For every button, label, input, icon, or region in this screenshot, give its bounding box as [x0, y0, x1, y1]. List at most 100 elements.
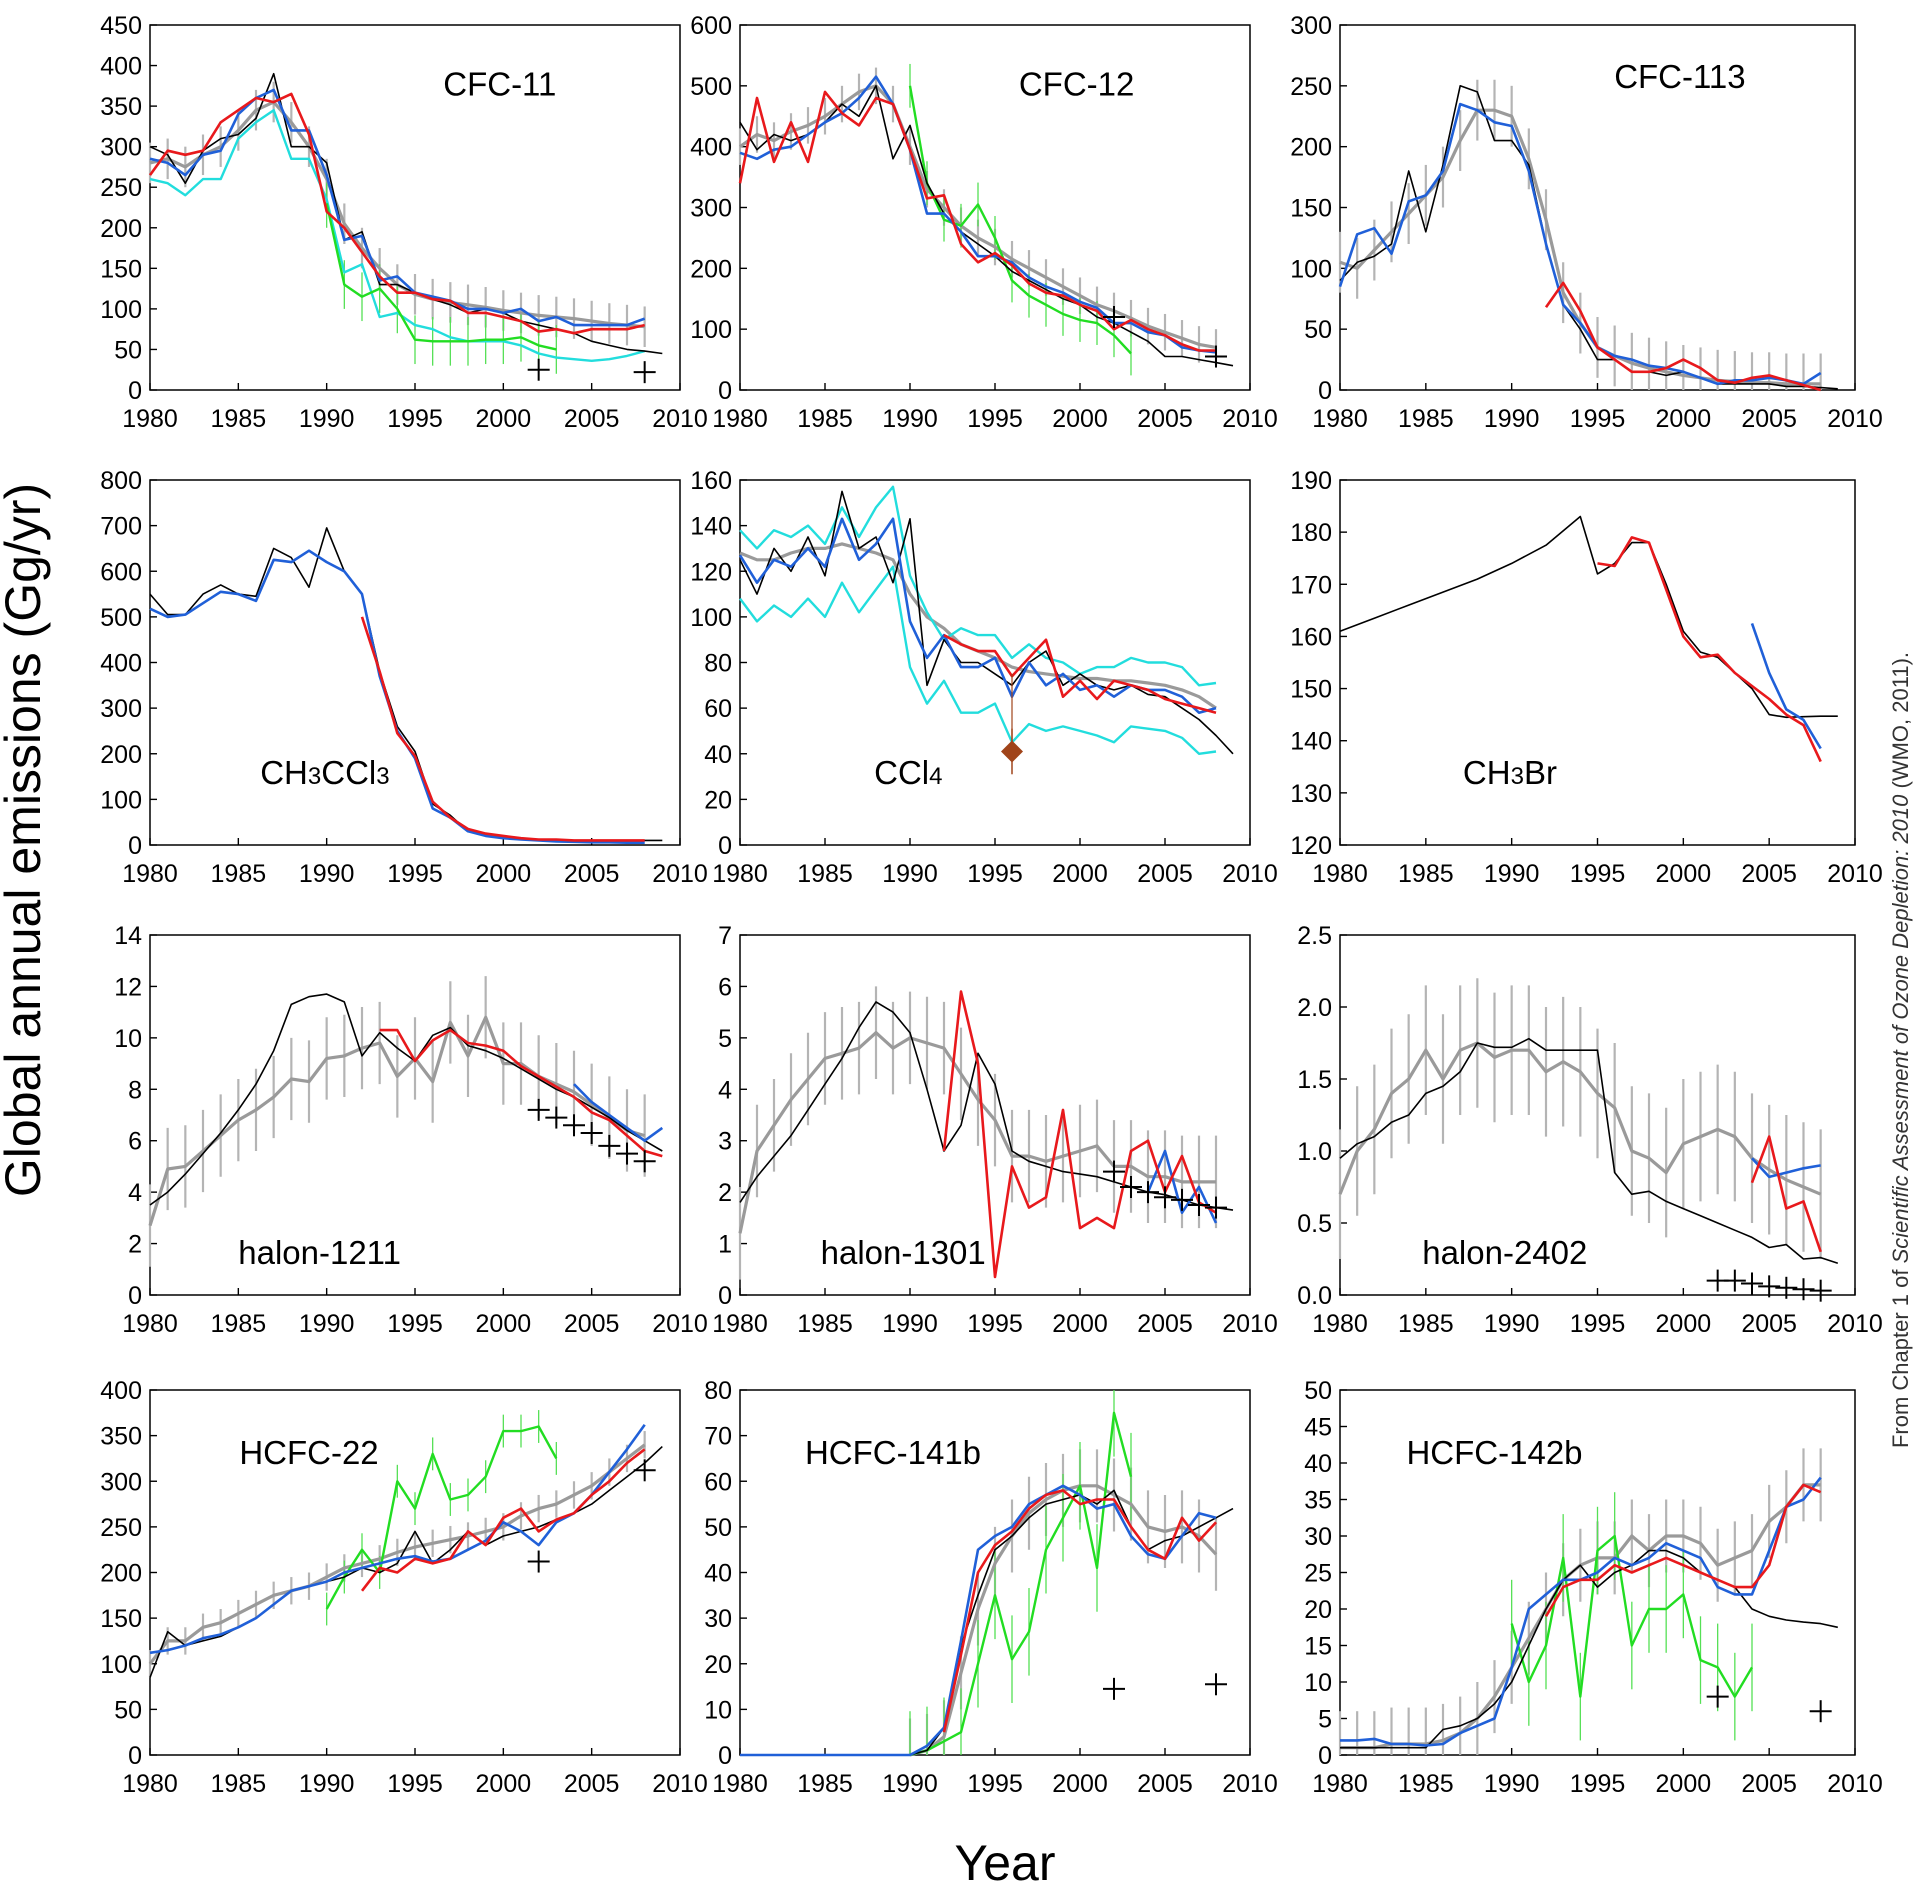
- cross-marker: [633, 1150, 656, 1173]
- cross-marker: [1188, 1194, 1210, 1216]
- x-tick-label: 1995: [967, 860, 1023, 888]
- x-tick-label: 2010: [1827, 860, 1883, 888]
- cross-marker: [1775, 1276, 1798, 1299]
- y-tick-label: 45: [1304, 1414, 1332, 1442]
- cross-marker: [1171, 1188, 1193, 1211]
- y-tick-label: 150: [1290, 195, 1332, 223]
- y-tick-label: 0: [718, 377, 732, 405]
- x-tick-label: 2005: [564, 1310, 620, 1338]
- y-tick-label: 12: [114, 973, 142, 1001]
- x-tick-label: 1980: [122, 1310, 178, 1338]
- y-tick-label: 30: [704, 1605, 732, 1633]
- y-tick-label: 170: [1290, 571, 1332, 599]
- x-tick-label: 1985: [1398, 1310, 1454, 1338]
- chart-title: HCFC-142b: [1406, 1434, 1582, 1471]
- x-tick-label: 1980: [122, 405, 178, 433]
- cross-marker: [1205, 1196, 1227, 1219]
- chart-panel-hcfc-141b: 0 10 20 30 40 50 60 70 80 1980 1985 1990 1995 2000 200…: [704, 1377, 1278, 1798]
- y-tick-label: 0: [1318, 1742, 1332, 1770]
- chart-title: HCFC-141b: [805, 1434, 981, 1471]
- y-tick-label: 60: [704, 695, 732, 723]
- y-tick-label: 50: [704, 1514, 732, 1542]
- chart-panel-halon-1211: 0 2 4 6 8 10 12 14 1980 1985 1990 1995 2000 2005 2010 h…: [114, 922, 708, 1338]
- y-tick-label: 20: [704, 1651, 732, 1679]
- y-tick-label: 120: [1290, 832, 1332, 860]
- y-tick-label: 10: [114, 1025, 142, 1053]
- cross-marker: [1103, 306, 1125, 328]
- x-tick-label: 2010: [652, 1310, 708, 1338]
- y-tick-label: 2: [718, 1179, 732, 1207]
- series-line-red: [1544, 1483, 1822, 1617]
- x-tick-label: 2005: [1741, 860, 1797, 888]
- cross-marker: [598, 1134, 621, 1157]
- y-tick-label: 1: [718, 1231, 732, 1259]
- y-tick-label: 40: [704, 741, 732, 769]
- series-line-red: [360, 1448, 646, 1592]
- credit-suffix: (WMO, 2011).: [1888, 652, 1913, 795]
- x-tick-label: 1985: [211, 1310, 267, 1338]
- cross-marker: [1809, 1279, 1832, 1302]
- x-tick-label: 2005: [1137, 860, 1193, 888]
- cross-marker: [616, 1142, 638, 1165]
- x-tick-label: 2010: [1827, 1310, 1883, 1338]
- y-tick-label: 50: [1304, 316, 1332, 344]
- cross-marker: [1809, 1700, 1832, 1723]
- series-line-blue: [1750, 622, 1822, 750]
- cross-marker: [580, 1122, 603, 1144]
- x-tick-label: 1990: [882, 1770, 938, 1798]
- chart-panel-cfc-113: 0 50 100 150 200 250 300 1980 1985 1990 1995 2000 20…: [1290, 12, 1883, 433]
- x-tick-label: 1990: [299, 860, 355, 888]
- y-tick-label: 150: [100, 255, 142, 283]
- series-line-black: [149, 72, 663, 355]
- x-tick-label: 1990: [882, 860, 938, 888]
- y-tick-label: 300: [100, 695, 142, 723]
- x-tick-label: 1980: [712, 860, 768, 888]
- y-tick-label: 800: [100, 467, 142, 495]
- y-tick-label: 130: [1290, 780, 1332, 808]
- y-tick-label: 1.5: [1297, 1066, 1332, 1094]
- chart-panel-halon-1301: 0 1 2 3 4 5 6 7 1980 1985 1990 1995 2000 2005 2010 halo…: [712, 922, 1278, 1338]
- x-tick-label: 1980: [712, 1770, 768, 1798]
- x-tick-label: 1995: [387, 1310, 443, 1338]
- global-x-axis-label: Year: [954, 1835, 1055, 1891]
- y-tick-label: 180: [1290, 519, 1332, 547]
- series-line-blue: [1146, 1149, 1218, 1224]
- x-tick-label: 1990: [299, 405, 355, 433]
- series-line-gray: [148, 1443, 646, 1665]
- y-tick-label: 0: [718, 832, 732, 860]
- y-tick-label: 100: [690, 316, 732, 344]
- chart-title: halon-1301: [821, 1234, 986, 1271]
- y-tick-label: 20: [704, 786, 732, 814]
- y-tick-label: 2.0: [1297, 994, 1332, 1022]
- x-tick-label: 1995: [967, 1310, 1023, 1338]
- x-tick-label: 2005: [1137, 1310, 1193, 1338]
- cross-marker: [1205, 345, 1227, 368]
- credit-title: Scientific Assessment of Ozone Depletion…: [1888, 794, 1913, 1264]
- x-tick-label: 2000: [1656, 860, 1712, 888]
- x-tick-label: 2005: [1137, 1770, 1193, 1798]
- y-tick-label: 100: [100, 786, 142, 814]
- title-subscript: 4: [929, 763, 942, 790]
- y-tick-label: 100: [690, 604, 732, 632]
- y-tick-label: 700: [100, 513, 142, 541]
- series-line-green: [325, 1425, 558, 1610]
- x-tick-label: 1995: [387, 1770, 443, 1798]
- y-tick-label: 10: [704, 1696, 732, 1724]
- y-tick-label: 0: [128, 1282, 142, 1310]
- series-line-red: [148, 92, 645, 335]
- y-tick-label: 160: [1290, 623, 1332, 651]
- series-line-cyan: [149, 108, 646, 362]
- x-tick-label: 1985: [1398, 1770, 1454, 1798]
- y-tick-label: 400: [100, 1377, 142, 1405]
- x-tick-label: 2010: [1827, 1770, 1883, 1798]
- x-tick-label: 1985: [1398, 405, 1454, 433]
- cross-marker: [1741, 1272, 1763, 1295]
- x-tick-label: 2000: [1052, 1770, 1108, 1798]
- series-line-cyan: [739, 565, 1217, 755]
- y-tick-label: 120: [690, 558, 732, 586]
- x-tick-label: 1985: [1398, 860, 1454, 888]
- y-tick-label: 50: [114, 336, 142, 364]
- x-tick-label: 2005: [564, 1770, 620, 1798]
